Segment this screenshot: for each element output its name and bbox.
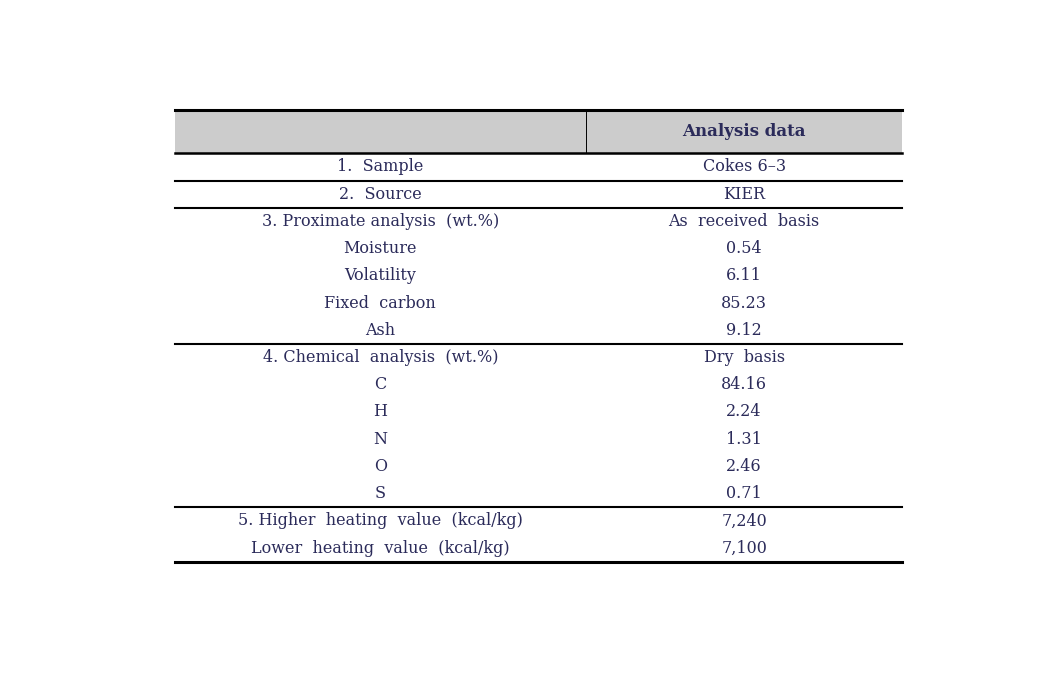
Text: Cokes 6–3: Cokes 6–3	[703, 158, 785, 175]
Text: O: O	[373, 458, 387, 475]
Text: 1.31: 1.31	[726, 430, 762, 447]
Text: Dry  basis: Dry basis	[704, 349, 784, 366]
Text: 85.23: 85.23	[721, 294, 767, 311]
Text: 5. Higher  heating  value  (kcal/kg): 5. Higher heating value (kcal/kg)	[238, 513, 523, 530]
Text: 84.16: 84.16	[721, 376, 767, 393]
Text: 7,100: 7,100	[721, 540, 767, 557]
Text: 2.  Source: 2. Source	[339, 186, 421, 203]
Bar	[175, 110, 902, 153]
Text: KIER: KIER	[723, 186, 766, 203]
Text: Analysis data: Analysis data	[682, 123, 806, 140]
Text: 0.71: 0.71	[726, 485, 762, 502]
Text: 3. Proximate analysis  (wt.%): 3. Proximate analysis (wt.%)	[262, 213, 499, 230]
Text: 0.54: 0.54	[726, 240, 761, 257]
Text: Fixed  carbon: Fixed carbon	[324, 294, 436, 311]
Text: 7,240: 7,240	[721, 513, 767, 530]
Text: Moisture: Moisture	[343, 240, 417, 257]
Text: 1.  Sample: 1. Sample	[337, 158, 423, 175]
Text: Lower  heating  value  (kcal/kg): Lower heating value (kcal/kg)	[251, 540, 510, 557]
Text: 2.24: 2.24	[726, 403, 761, 420]
Text: 9.12: 9.12	[726, 322, 762, 339]
Text: H: H	[373, 403, 387, 420]
Text: 2.46: 2.46	[726, 458, 761, 475]
Text: 6.11: 6.11	[726, 267, 762, 284]
Text: N: N	[373, 430, 387, 447]
Text: S: S	[374, 485, 386, 502]
Text: 4. Chemical  analysis  (wt.%): 4. Chemical analysis (wt.%)	[263, 349, 499, 366]
Text: As  received  basis: As received basis	[669, 213, 820, 230]
Text: Ash: Ash	[365, 322, 395, 339]
Text: C: C	[374, 376, 387, 393]
Text: Volatility: Volatility	[344, 267, 416, 284]
